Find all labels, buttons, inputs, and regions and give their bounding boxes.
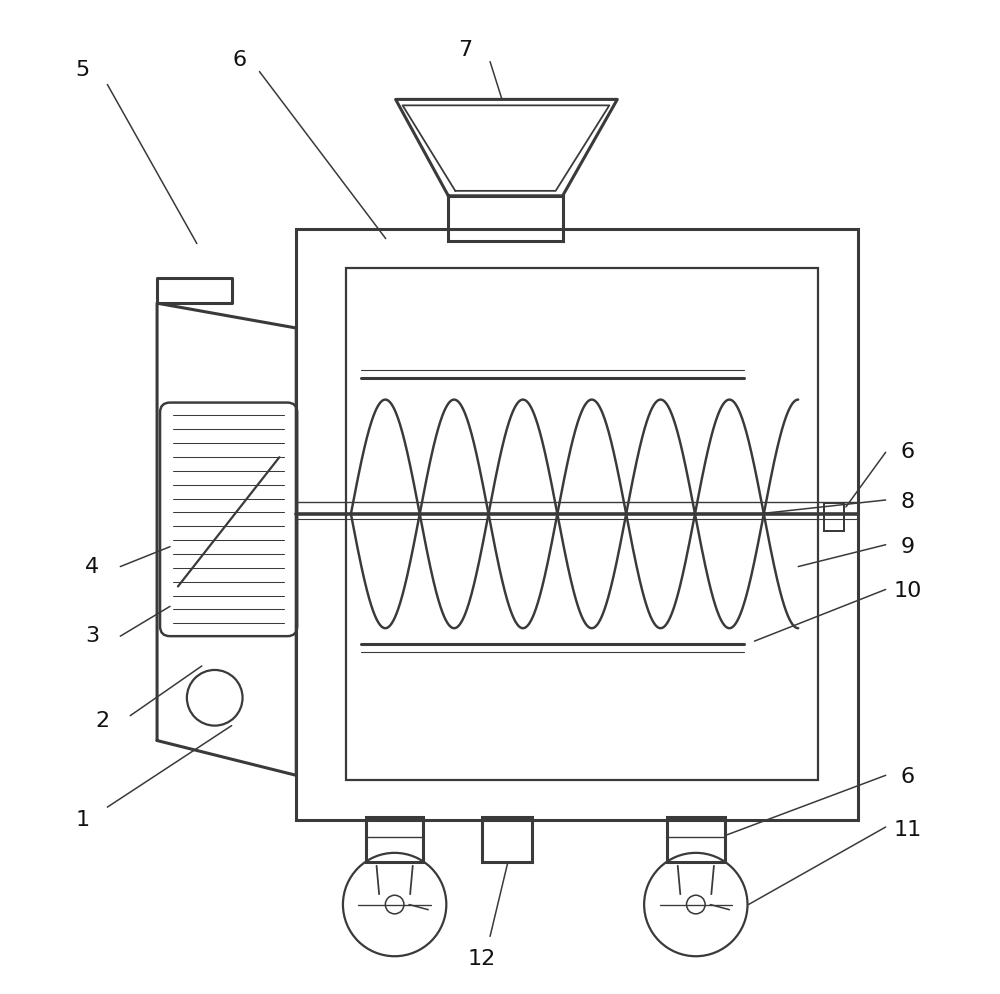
Text: 9: 9 [900, 537, 915, 557]
Bar [346, 268, 818, 780]
Text: 3: 3 [85, 626, 100, 646]
Text: 1: 1 [75, 810, 90, 830]
Bar [482, 817, 532, 862]
Text: 2: 2 [95, 711, 109, 731]
Bar [448, 196, 563, 241]
Bar [667, 817, 725, 862]
Text: 12: 12 [468, 949, 496, 969]
Bar [296, 229, 858, 820]
Text: 11: 11 [893, 820, 922, 840]
Text: 6: 6 [233, 50, 247, 70]
Text: 7: 7 [458, 40, 472, 60]
Text: 6: 6 [900, 442, 915, 462]
Bar [366, 817, 423, 862]
Text: 6: 6 [900, 767, 915, 787]
Text: 8: 8 [900, 492, 915, 512]
Text: 4: 4 [85, 557, 100, 577]
Text: 10: 10 [893, 581, 922, 601]
Text: 5: 5 [75, 60, 90, 80]
Bar [824, 503, 844, 531]
